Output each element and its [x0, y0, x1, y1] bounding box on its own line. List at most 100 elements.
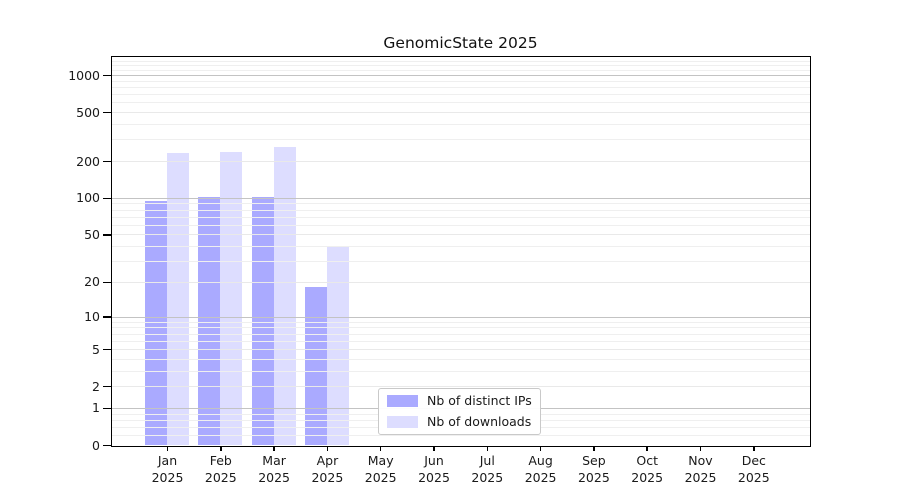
- y-gridline-minor: [112, 203, 810, 204]
- x-tick-label-month: Jul: [479, 453, 495, 468]
- y-gridline: [112, 112, 810, 113]
- y-gridline: [112, 349, 810, 350]
- y-gridline-minor: [112, 70, 810, 71]
- x-tick: [646, 445, 648, 451]
- x-tick-label-year: 2025: [631, 470, 664, 485]
- y-gridline-minor: [112, 65, 810, 66]
- y-gridline-minor: [112, 322, 810, 323]
- x-tick: [220, 445, 222, 451]
- y-gridline-minor: [112, 341, 810, 342]
- y-gridline-minor: [112, 261, 810, 262]
- y-tick-label: 50: [84, 226, 100, 242]
- y-tick-label: 2: [92, 378, 100, 394]
- x-tick-label-year: 2025: [577, 470, 610, 485]
- y-gridline-minor: [112, 81, 810, 82]
- x-tick-label-year: 2025: [364, 470, 397, 485]
- y-gridline-minor: [112, 327, 810, 328]
- x-tick-label-month: Nov: [688, 453, 713, 468]
- y-gridline: [112, 75, 810, 76]
- x-tick-label-year: 2025: [524, 470, 557, 485]
- y-gridline-minor: [112, 102, 810, 103]
- y-tick: [103, 407, 111, 410]
- x-tick-label-month: Apr: [316, 453, 339, 468]
- bar-mar-downloads: [273, 147, 296, 445]
- bar-feb-downloads: [220, 151, 243, 445]
- y-gridline-minor: [112, 225, 810, 226]
- y-gridline-minor: [112, 124, 810, 125]
- bar-apr-downloads: [326, 246, 349, 445]
- x-tick-label-month: Jun: [424, 453, 444, 468]
- y-tick-label: 200: [76, 153, 100, 169]
- y-gridline-minor: [112, 334, 810, 335]
- y-tick-label: 20: [84, 274, 100, 290]
- x-tick: [539, 445, 542, 451]
- x-tick: [326, 445, 329, 451]
- y-gridline: [112, 198, 810, 199]
- x-tick-label-month: Feb: [209, 453, 232, 468]
- x-tick-label-month: Aug: [528, 453, 553, 468]
- y-tick: [103, 111, 111, 114]
- legend-swatch-downloads: [387, 416, 418, 428]
- y-tick: [103, 385, 111, 388]
- x-tick: [486, 445, 489, 451]
- y-tick: [103, 234, 111, 236]
- y-gridline-minor: [112, 61, 810, 62]
- x-tick: [379, 445, 382, 451]
- y-gridline: [112, 386, 810, 387]
- y-tick: [103, 281, 111, 284]
- y-gridline-minor: [112, 87, 810, 88]
- y-gridline-minor: [112, 94, 810, 95]
- y-gridline-minor: [112, 217, 810, 218]
- y-gridline-minor: [112, 139, 810, 140]
- legend-swatch-distinct-ips: [387, 395, 418, 407]
- y-tick-label: 1: [92, 400, 100, 416]
- y-gridline: [112, 161, 810, 162]
- y-gridline-minor: [112, 246, 810, 247]
- y-tick: [103, 444, 111, 447]
- y-tick-label: 500: [76, 104, 100, 120]
- x-tick-label-month: Mar: [262, 453, 286, 468]
- legend-label-distinct-ips: Nb of distinct IPs: [427, 393, 532, 408]
- chart-title: GenomicState 2025: [383, 34, 538, 52]
- y-tick-label: 1000: [68, 67, 100, 83]
- legend: Nb of distinct IPs Nb of downloads: [378, 388, 541, 435]
- x-tick-label-month: Jan: [157, 453, 178, 468]
- y-tick: [103, 348, 111, 351]
- plot-area: [111, 56, 811, 447]
- x-tick: [273, 445, 275, 451]
- legend-item-downloads: Nb of downloads: [387, 415, 532, 429]
- y-tick-label: 100: [76, 190, 100, 206]
- x-tick: [593, 445, 595, 451]
- y-gridline: [112, 282, 810, 283]
- y-gridline-minor: [112, 371, 810, 372]
- x-tick-label-year: 2025: [151, 470, 184, 485]
- bar-apr-distinct-ips: [304, 287, 327, 445]
- x-tick-label-year: 2025: [258, 470, 290, 485]
- x-tick-label-year: 2025: [684, 470, 717, 485]
- y-gridline: [112, 234, 810, 235]
- y-gridline-minor: [112, 359, 810, 360]
- bar-mar-distinct-ips: [251, 197, 274, 445]
- x-tick-label-month: Oct: [636, 453, 658, 468]
- x-tick: [433, 445, 435, 451]
- bar-jan-downloads: [167, 152, 189, 445]
- x-tick-label-year: 2025: [204, 470, 237, 485]
- x-tick-label-month: Dec: [741, 453, 766, 468]
- x-tick-label-month: Sep: [582, 453, 606, 468]
- bar-feb-distinct-ips: [198, 197, 221, 445]
- x-tick: [699, 445, 702, 451]
- legend-label-downloads: Nb of downloads: [427, 414, 532, 429]
- x-tick-label-year: 2025: [737, 470, 770, 485]
- x-tick-label-year: 2025: [311, 470, 344, 485]
- y-tick: [103, 316, 111, 318]
- x-tick-label-month: May: [367, 453, 394, 468]
- y-gridline: [112, 317, 810, 318]
- y-tick: [103, 160, 111, 163]
- x-tick-label-year: 2025: [471, 470, 504, 485]
- bar-jan-distinct-ips: [145, 201, 167, 445]
- x-tick: [753, 445, 755, 451]
- y-tick-label: 0: [92, 437, 100, 453]
- y-gridline-minor: [112, 210, 810, 211]
- y-tick: [103, 74, 111, 77]
